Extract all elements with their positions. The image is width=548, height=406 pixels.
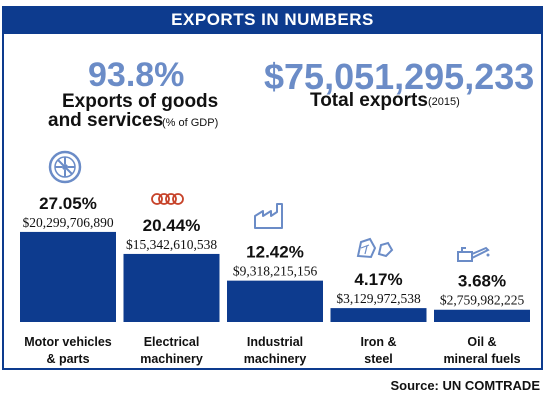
total-exports-label: Total exports: [310, 90, 428, 111]
bar-5: [434, 309, 530, 322]
bar-value-label: $3,129,972,538: [336, 291, 421, 306]
category-label: Electrical: [144, 335, 200, 349]
category-label: Oil &: [467, 335, 496, 349]
category-label: machinery: [140, 352, 203, 366]
factory-icon: [254, 203, 283, 229]
total-exports-value: $75,051,295,233: [264, 56, 535, 97]
header-title: EXPORTS IN NUMBERS: [171, 10, 374, 29]
exports-gdp-label-line2: and services: [48, 110, 164, 131]
bar-1: [20, 231, 116, 322]
exports-gdp-label-line1: Exports of goods: [62, 91, 219, 112]
source-note: Source: UN COMTRADE: [390, 378, 540, 393]
category-label: & parts: [46, 352, 89, 366]
bar-3: [227, 280, 323, 322]
category-label: steel: [364, 352, 393, 366]
bar-4: [330, 308, 427, 322]
category-label: mineral fuels: [443, 352, 520, 366]
category-label: Industrial: [247, 335, 303, 349]
exports-gdp-note: (% of GDP): [162, 117, 219, 129]
bar-percent-label: 20.44%: [143, 216, 201, 235]
bar-value-label: $20,299,706,890: [22, 215, 113, 230]
exports-gdp-percent: 93.8%: [88, 56, 185, 94]
header-bar: EXPORTS IN NUMBERS: [2, 6, 543, 34]
coil-icon: [151, 193, 184, 205]
category-label: Iron &: [360, 335, 396, 349]
category-label: Motor vehicles: [24, 335, 112, 349]
bar-value-label: $9,318,215,156: [233, 264, 318, 279]
bar-2: [123, 253, 220, 322]
category-label: machinery: [244, 352, 307, 366]
ore-rocks-icon: [356, 237, 394, 259]
bar-percent-label: 4.17%: [354, 270, 402, 289]
oil-can-icon: [457, 246, 490, 262]
bar-value-label: $2,759,982,225: [440, 293, 525, 308]
bar-percent-label: 3.68%: [458, 272, 506, 291]
bar-percent-label: 12.42%: [246, 243, 304, 262]
wheel-icon: [48, 150, 82, 184]
bar-percent-label: 27.05%: [39, 194, 97, 213]
bar-value-label: $15,342,610,538: [126, 237, 217, 252]
total-exports-note: (2015): [428, 96, 460, 108]
